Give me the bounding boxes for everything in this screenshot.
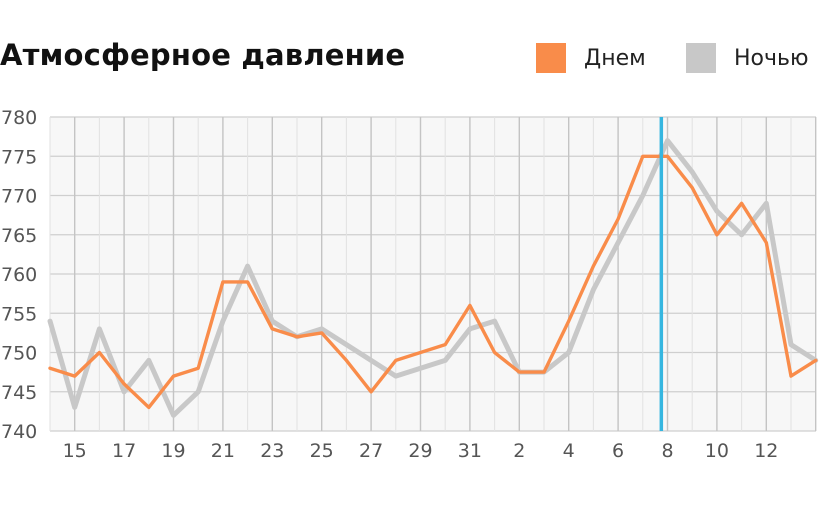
- x-tick-label: 15: [63, 440, 87, 462]
- x-tick-label: 23: [260, 440, 284, 462]
- x-tick-label: 27: [359, 440, 383, 462]
- x-tick-label: 2: [513, 440, 525, 462]
- series-line-night: [47, 138, 819, 418]
- x-tick-label: 8: [661, 440, 673, 462]
- y-tick-label: 770: [1, 186, 37, 208]
- y-tick-label: 750: [1, 343, 37, 365]
- legend-item-night[interactable]: Ночью: [686, 42, 809, 74]
- y-tick-label: 760: [1, 264, 37, 286]
- x-tick-label: 4: [563, 440, 575, 462]
- x-axis-ticks: 15 17 19 21 23 25 27 29 31 2 4 6 8 10 12: [63, 440, 779, 462]
- legend-swatch-day: [536, 43, 566, 73]
- y-tick-label: 765: [1, 225, 37, 247]
- legend-label-day: Днем: [584, 45, 646, 71]
- y-axis-ticks: 740 745 750 755 760 765 770 775 780: [1, 107, 37, 443]
- chart-series: [47, 138, 819, 418]
- x-tick-label: 21: [211, 440, 235, 462]
- x-tick-label: 19: [161, 440, 185, 462]
- y-tick-label: 740: [1, 421, 37, 443]
- y-tick-label: 745: [1, 382, 37, 404]
- x-tick-label: 29: [408, 440, 432, 462]
- y-tick-label: 775: [1, 146, 37, 168]
- y-tick-label: 780: [1, 107, 37, 129]
- series-line-day: [48, 154, 818, 410]
- x-tick-label: 6: [612, 440, 624, 462]
- x-tick-label: 10: [705, 440, 729, 462]
- legend-label-night: Ночью: [734, 45, 809, 71]
- x-tick-label: 12: [754, 440, 778, 462]
- chart-grid: [49, 116, 817, 432]
- chart-title: Атмосферное давление: [0, 38, 406, 72]
- legend-item-day[interactable]: Днем: [536, 42, 646, 74]
- x-tick-label: 31: [458, 440, 482, 462]
- x-tick-label: 25: [310, 440, 334, 462]
- legend-swatch-night: [686, 43, 716, 73]
- x-tick-label: 17: [112, 440, 136, 462]
- y-tick-label: 755: [1, 303, 37, 325]
